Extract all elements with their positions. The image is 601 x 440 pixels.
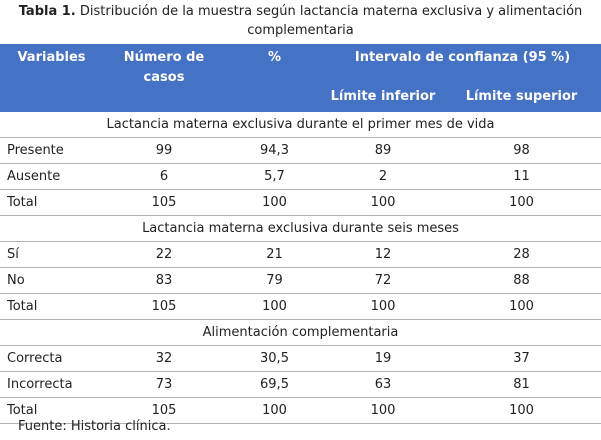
cell-limite-superior: 11 [442,163,601,190]
caption-label: Tabla 1. [18,4,76,19]
cell-casos: 105 [103,293,225,320]
header-limite-inferior: Límite inferior [324,78,442,112]
cell-limite-superior: 100 [442,293,601,320]
cell-limite-inferior: 19 [324,345,442,372]
cell-limite-superior: 98 [442,137,601,164]
cell-limite-superior: 100 [442,189,601,216]
row-label: Correcta [0,345,103,372]
table-body: Lactancia materna exclusiva durante el p… [0,112,601,424]
table-row: Total 105 100 100 100 [0,293,601,320]
cell-limite-inferior: 72 [324,267,442,294]
cell-casos: 99 [103,137,225,164]
cell-limite-inferior: 12 [324,241,442,268]
source-note: Fuente: Historia clínica. [18,419,171,434]
cell-percent: 79 [225,267,324,294]
table-row: Sí 22 21 12 28 [0,241,601,268]
cell-casos: 73 [103,371,225,398]
data-table: Variables Número de casos % Intervalo de… [0,44,601,424]
cell-casos: 105 [103,189,225,216]
table-row: Total 105 100 100 100 [0,189,601,216]
cell-limite-inferior: 63 [324,371,442,398]
cell-casos: 83 [103,267,225,294]
cell-limite-inferior: 100 [324,293,442,320]
cell-casos: 32 [103,345,225,372]
cell-percent: 100 [225,293,324,320]
cell-limite-inferior: 100 [324,397,442,424]
table-row: Incorrecta 73 69,5 63 81 [0,371,601,398]
section-title: Alimentación complementaria [0,319,601,346]
cell-casos: 22 [103,241,225,268]
header-intervalo: Intervalo de confianza (95 %) [324,44,601,78]
row-label: No [0,267,103,294]
table-row: No 83 79 72 88 [0,267,601,294]
cell-percent: 30,5 [225,345,324,372]
row-label: Sí [0,241,103,268]
header-numero-casos: Número de casos [103,44,225,112]
caption-text: Distribución de la muestra según lactanc… [79,4,583,38]
section-row: Lactancia materna exclusiva durante seis… [0,215,601,242]
cell-percent: 5,7 [225,163,324,190]
cell-percent: 94,3 [225,137,324,164]
row-label: Total [0,293,103,320]
cell-limite-inferior: 89 [324,137,442,164]
cell-casos: 105 [103,397,225,424]
cell-percent: 100 [225,189,324,216]
cell-percent: 21 [225,241,324,268]
table-row: Presente 99 94,3 89 98 [0,137,601,164]
cell-limite-superior: 88 [442,267,601,294]
cell-percent: 100 [225,397,324,424]
cell-limite-superior: 37 [442,345,601,372]
cell-limite-superior: 100 [442,397,601,424]
cell-limite-inferior: 2 [324,163,442,190]
row-label: Incorrecta [0,371,103,398]
header-limite-superior: Límite superior [442,78,601,112]
table-caption: Tabla 1. Distribución de la muestra segú… [0,2,601,40]
cell-limite-inferior: 100 [324,189,442,216]
table-row: Correcta 32 30,5 19 37 [0,345,601,372]
cell-casos: 6 [103,163,225,190]
section-title: Lactancia materna exclusiva durante el p… [0,112,601,138]
cell-limite-superior: 28 [442,241,601,268]
table-header: Variables Número de casos % Intervalo de… [0,44,601,112]
row-label: Total [0,189,103,216]
header-variables: Variables [0,44,103,112]
table-row: Total 105 100 100 100 [0,397,601,424]
section-title: Lactancia materna exclusiva durante seis… [0,215,601,242]
row-label: Presente [0,137,103,164]
row-label: Total [0,397,103,424]
cell-percent: 69,5 [225,371,324,398]
section-row: Alimentación complementaria [0,319,601,346]
table-row: Ausente 6 5,7 2 11 [0,163,601,190]
section-row: Lactancia materna exclusiva durante el p… [0,112,601,138]
cell-limite-superior: 81 [442,371,601,398]
row-label: Ausente [0,163,103,190]
header-percent: % [225,44,324,112]
